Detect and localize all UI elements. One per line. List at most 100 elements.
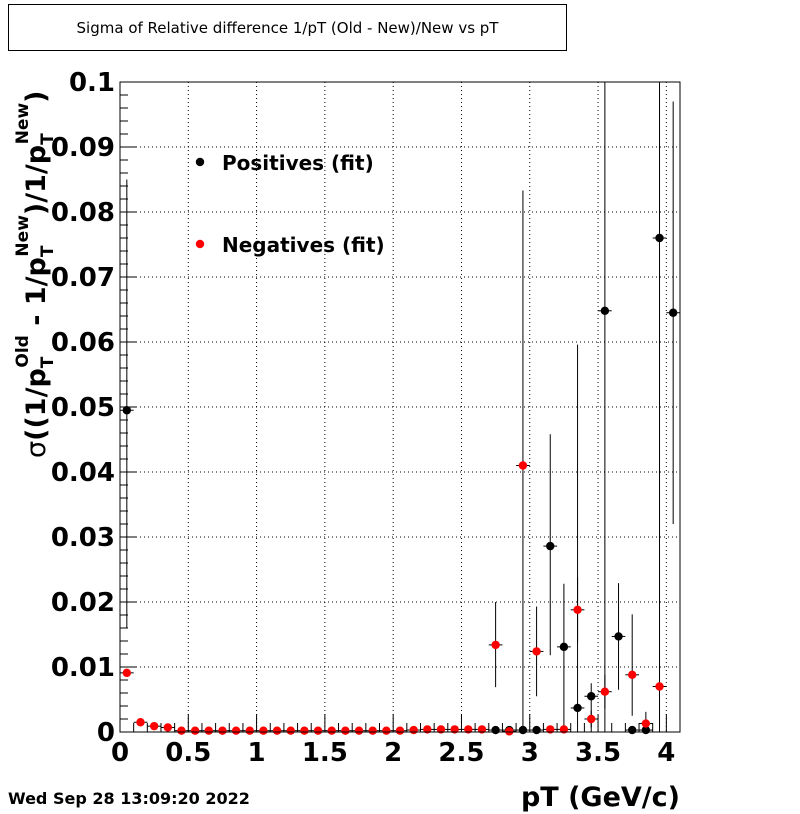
- data-point: [160, 723, 175, 732]
- y-tick-label: 0: [97, 718, 115, 748]
- point-marker: [532, 647, 541, 656]
- x-tick-labels: 0 0.5 1 1.5 2 2.5 3 3.5 4: [111, 738, 675, 768]
- y-axis-title: σ((1/pTOld - 1/pTNew)/1/pTNew): [13, 90, 58, 458]
- data-point: [174, 726, 189, 735]
- point-marker: [313, 726, 323, 735]
- point-marker: [354, 726, 364, 735]
- point-marker: [573, 605, 582, 614]
- data-point: [242, 726, 257, 735]
- y-title-sigma: σ: [21, 441, 52, 458]
- y-tick-label: 0.02: [51, 588, 115, 618]
- point-marker: [395, 726, 405, 735]
- point-marker: [368, 726, 377, 735]
- data-point: [215, 726, 230, 735]
- point-marker: [327, 726, 336, 735]
- legend-label-negatives: Negatives (fit): [222, 233, 385, 257]
- y-title-old: Old: [13, 335, 33, 367]
- data-point: [393, 726, 407, 735]
- data-point: [652, 660, 667, 732]
- x-tick-label: 1.5: [302, 738, 348, 768]
- data-point: [188, 726, 202, 735]
- y-title-end: ): [21, 90, 52, 102]
- y-tick-label: 0.05: [51, 393, 115, 423]
- y-tick-label: 0.07: [51, 263, 115, 293]
- point-marker: [218, 726, 227, 735]
- data-point: [270, 726, 284, 735]
- point-marker: [573, 703, 582, 713]
- y-tick-labels: 0 0.01 0.02 0.03 0.04 0.05 0.06 0.07 0.08 0.09 0.1: [51, 68, 115, 748]
- data-point: [584, 710, 599, 728]
- data-point: [147, 721, 161, 731]
- svg-text:σ((1/pTOld - 1/pTNew)/1/pTNew): σ((1/pTOld - 1/pTNew)/1/pTNew): [13, 90, 58, 458]
- data-point: [639, 711, 653, 732]
- point-marker: [614, 632, 623, 641]
- point-marker: [286, 726, 295, 735]
- plot-frame: [119, 81, 681, 733]
- y-title-open: ((1/p: [21, 368, 52, 441]
- point-marker: [600, 306, 610, 315]
- data-point: [652, 82, 667, 732]
- data-point: [570, 344, 585, 732]
- y-title-sub-1: T: [38, 356, 58, 368]
- point-marker: [409, 725, 418, 735]
- data-point: [283, 726, 298, 735]
- point-marker: [641, 719, 651, 728]
- point-marker: [505, 727, 514, 736]
- chart-title: Sigma of Relative difference 1/pT (Old -…: [8, 4, 567, 51]
- x-tick-label: 2: [384, 738, 402, 768]
- point-marker: [627, 670, 637, 679]
- point-marker: [177, 726, 186, 735]
- x-axis-title: pT (GeV/c): [521, 782, 680, 813]
- data-point: [543, 434, 558, 656]
- x-tick-label: 0: [111, 738, 129, 768]
- data-point: [133, 718, 148, 727]
- data-point: [256, 726, 271, 735]
- y-tick-label: 0.09: [51, 133, 115, 163]
- data-point: [488, 602, 503, 688]
- point-marker: [532, 725, 541, 735]
- point-marker: [163, 723, 173, 732]
- point-marker: [600, 687, 610, 696]
- point-marker: [382, 726, 391, 735]
- point-marker: [559, 642, 569, 652]
- point-marker: [627, 725, 637, 735]
- y-tick-label: 0.1: [69, 68, 115, 98]
- y-tick-label: 0.01: [51, 653, 115, 683]
- data-point: [297, 726, 312, 735]
- data-point: [557, 583, 571, 732]
- point-marker: [122, 668, 132, 678]
- point-marker: [491, 725, 500, 735]
- legend-marker-negatives: [195, 239, 205, 249]
- grid-lines: [119, 81, 680, 733]
- data-point: [611, 583, 626, 690]
- y-title-minus: - 1/p: [21, 257, 52, 335]
- y-title-close: )/1/p: [21, 145, 52, 215]
- point-marker: [587, 692, 596, 701]
- point-marker: [272, 726, 282, 735]
- y-tick-label: 0.03: [51, 523, 115, 553]
- data-point: [365, 726, 380, 735]
- point-marker: [190, 726, 200, 735]
- point-marker: [668, 308, 678, 317]
- legend: Positives (fit) Negatives (fit): [195, 151, 385, 257]
- point-marker: [149, 721, 159, 731]
- point-marker: [655, 233, 664, 243]
- point-marker: [136, 718, 145, 727]
- y-tick-label: 0.06: [51, 328, 115, 358]
- point-marker: [245, 726, 254, 735]
- data-point: [120, 179, 134, 628]
- data-point: [570, 577, 585, 643]
- data-point: [352, 726, 366, 735]
- x-tick-label: 1: [248, 738, 266, 768]
- data-point: [379, 726, 394, 735]
- series-positives: [120, 82, 680, 735]
- data-point: [666, 101, 680, 524]
- data-point: [201, 726, 216, 735]
- y-title-sub-2: T: [38, 245, 58, 257]
- y-title-new-2: New: [13, 103, 33, 145]
- data-point: [229, 726, 243, 735]
- y-title-sub-3: T: [38, 133, 58, 145]
- point-marker: [491, 640, 500, 650]
- point-marker: [204, 726, 213, 735]
